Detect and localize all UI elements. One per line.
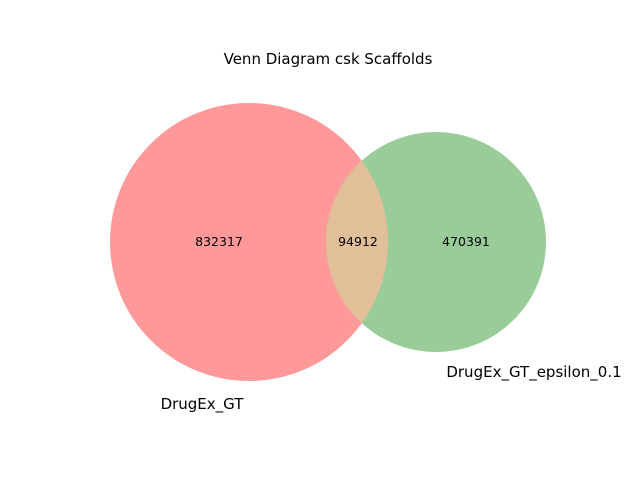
set-a-only-count: 832317 — [195, 234, 243, 249]
set-a-circle — [110, 103, 388, 381]
set-b-label: DrugEx_GT_epsilon_0.1 — [446, 363, 621, 382]
set-b-circle — [326, 132, 546, 352]
intersection-count: 94912 — [338, 234, 378, 249]
set-b-only-count: 470391 — [442, 234, 490, 249]
set-a-label: DrugEx_GT — [161, 395, 245, 414]
chart-title: Venn Diagram csk Scaffolds — [224, 50, 433, 68]
